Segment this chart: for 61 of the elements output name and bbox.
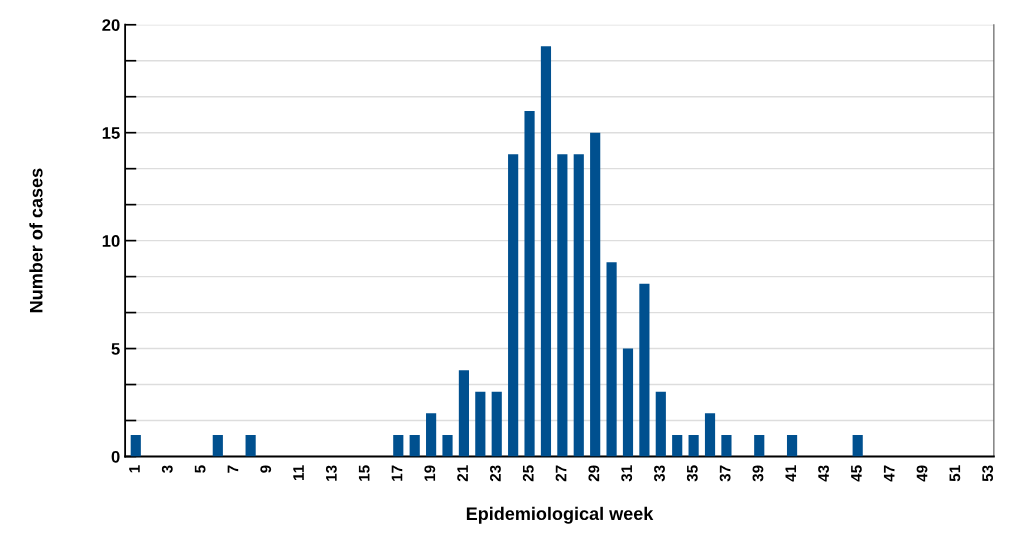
x-tick-label: 53: [982, 465, 994, 482]
bar: [672, 434, 683, 457]
x-tick-label: 39: [752, 465, 764, 482]
bar: [622, 348, 634, 457]
bar: [245, 434, 256, 457]
bar: [786, 434, 798, 457]
x-tick-label: 11: [293, 465, 304, 481]
x-tick-label: 25: [522, 465, 534, 482]
x-tick-label: 35: [686, 465, 698, 482]
x-tick-label: 3: [161, 465, 173, 473]
y-tick-label: 15: [102, 127, 120, 139]
x-tick-label: 7: [227, 465, 239, 473]
x-tick-label: 31: [621, 465, 633, 482]
x-tick-label: 51: [949, 465, 961, 482]
bar: [524, 111, 535, 457]
x-tick-label: 47: [883, 465, 895, 482]
bar: [491, 391, 502, 457]
bar: [688, 434, 699, 457]
bar: [442, 434, 453, 457]
bar: [573, 154, 584, 457]
bar: [590, 132, 601, 457]
bar: [557, 154, 568, 457]
x-tick-label: 29: [588, 465, 600, 482]
x-tick-label: 19: [424, 465, 436, 481]
y-axis-title: Number of cases: [29, 168, 43, 313]
x-tick-label: 37: [719, 465, 731, 482]
x-axis-title: Epidemiological week: [466, 506, 654, 524]
x-tick-label: 27: [555, 465, 567, 482]
bar: [130, 434, 141, 457]
x-tick-label: 45: [851, 465, 862, 482]
bar: [409, 434, 420, 457]
x-tick-label: 15: [358, 465, 370, 481]
x-tick-label: 9: [260, 465, 272, 473]
y-tick-label: 10: [102, 235, 120, 247]
bar: [508, 154, 519, 457]
x-tick-label: 21: [457, 465, 468, 482]
x-tick-label: 49: [916, 465, 928, 482]
bar: [475, 391, 486, 457]
bar: [458, 370, 470, 457]
x-tick-label: 1: [129, 465, 140, 473]
bar: [393, 434, 404, 457]
x-tick-label: 43: [818, 465, 829, 482]
bar: [704, 413, 716, 457]
bar: [639, 283, 650, 457]
x-tick-label: 41: [785, 465, 797, 482]
x-tick-label: 33: [654, 465, 665, 482]
bar: [655, 391, 666, 457]
y-tick-label: 20: [102, 19, 120, 31]
bar: [426, 413, 437, 457]
bar: [721, 434, 732, 457]
bar: [852, 434, 863, 457]
y-tick-label: 5: [111, 343, 120, 355]
bar: [606, 262, 617, 457]
x-tick-label: 13: [325, 465, 337, 481]
x-tick-label: 23: [490, 465, 501, 482]
x-tick-label: 5: [194, 465, 206, 473]
y-tick-label: 0: [111, 450, 120, 463]
bar: [540, 46, 552, 457]
bar: [212, 434, 223, 457]
bar: [754, 434, 765, 457]
x-tick-label: 17: [391, 465, 403, 481]
